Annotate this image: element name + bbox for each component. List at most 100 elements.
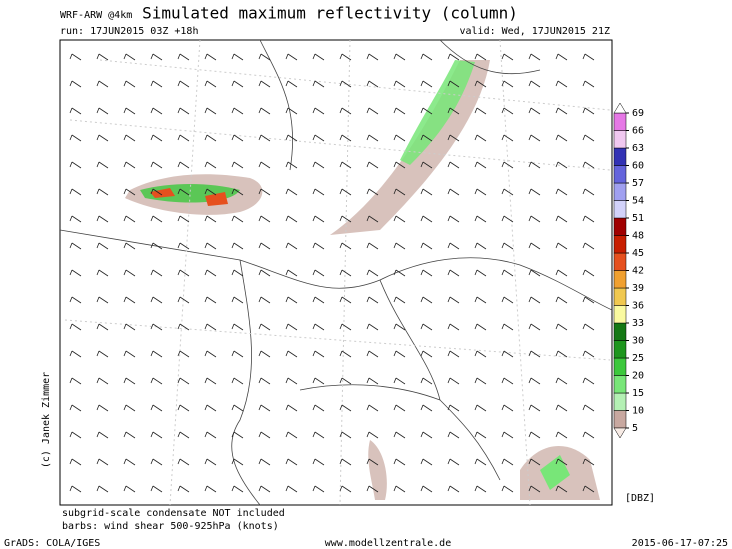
wind-barb bbox=[555, 404, 568, 412]
wind-barb bbox=[231, 323, 244, 331]
wind-barb bbox=[420, 188, 433, 196]
colorbar-segment bbox=[613, 305, 627, 324]
wind-barb bbox=[204, 485, 217, 493]
wind-barb bbox=[150, 80, 163, 88]
wind-barb bbox=[150, 215, 163, 223]
wind-barb bbox=[447, 134, 460, 142]
wind-barb bbox=[96, 80, 109, 88]
wind-barb bbox=[501, 134, 514, 142]
wind-barb bbox=[501, 53, 514, 61]
wind-barb bbox=[231, 134, 244, 142]
wind-barb bbox=[312, 242, 325, 250]
wind-barb bbox=[555, 107, 568, 115]
wind-barb bbox=[285, 242, 298, 250]
wind-barb bbox=[96, 242, 109, 250]
wind-barb bbox=[96, 188, 109, 196]
wind-barb bbox=[150, 350, 163, 358]
wind-barb bbox=[420, 296, 433, 304]
colorbar-segment bbox=[613, 235, 627, 254]
wind-barb bbox=[528, 80, 541, 88]
colorbar-segment bbox=[613, 112, 627, 131]
wind-barb bbox=[231, 377, 244, 385]
wind-barb bbox=[393, 323, 406, 331]
wind-barb bbox=[501, 215, 514, 223]
wind-barb bbox=[393, 80, 406, 88]
wind-barb bbox=[393, 269, 406, 277]
wind-barb bbox=[204, 188, 217, 196]
wind-barb bbox=[420, 242, 433, 250]
wind-barb bbox=[339, 458, 352, 466]
wind-barb bbox=[474, 269, 487, 277]
wind-barb bbox=[366, 323, 379, 331]
colorbar-segment bbox=[613, 287, 627, 306]
wind-barb bbox=[258, 377, 271, 385]
colorbar-label: 25 bbox=[632, 353, 644, 364]
wind-barb bbox=[528, 107, 541, 115]
wind-barb bbox=[69, 377, 82, 385]
wind-barb bbox=[150, 431, 163, 439]
wind-barb bbox=[555, 242, 568, 250]
wind-barb bbox=[312, 404, 325, 412]
wind-barb bbox=[150, 458, 163, 466]
wind-barb bbox=[420, 458, 433, 466]
wind-barb bbox=[555, 134, 568, 142]
wind-barb bbox=[258, 188, 271, 196]
wind-barb bbox=[123, 296, 136, 304]
wind-barb bbox=[285, 215, 298, 223]
wind-barb bbox=[96, 296, 109, 304]
wind-barb bbox=[528, 458, 541, 466]
wind-barb bbox=[393, 188, 406, 196]
note: subgrid-scale condensate NOT included bbox=[62, 508, 285, 519]
wind-barb bbox=[528, 485, 541, 493]
wind-barb bbox=[285, 161, 298, 169]
wind-barb bbox=[312, 107, 325, 115]
wind-barb bbox=[366, 431, 379, 439]
wind-barb bbox=[312, 350, 325, 358]
wind-barb bbox=[393, 161, 406, 169]
wind-barb bbox=[474, 404, 487, 412]
wind-barb bbox=[474, 350, 487, 358]
wind-barb bbox=[582, 431, 595, 439]
colorbar-segment bbox=[613, 357, 627, 376]
wind-barb bbox=[69, 107, 82, 115]
wind-barb bbox=[69, 323, 82, 331]
wind-barb bbox=[366, 188, 379, 196]
colorbar-label: 33 bbox=[632, 318, 644, 329]
wind-barb bbox=[69, 134, 82, 142]
wind-barb bbox=[231, 107, 244, 115]
wind-barb bbox=[474, 242, 487, 250]
wind-barb bbox=[177, 161, 190, 169]
wind-barb bbox=[231, 269, 244, 277]
wind-barb bbox=[69, 458, 82, 466]
wind-barb bbox=[150, 377, 163, 385]
wind-barb bbox=[177, 53, 190, 61]
colorbar-segment bbox=[613, 410, 627, 429]
wind-barb bbox=[285, 485, 298, 493]
wind-barb bbox=[447, 323, 460, 331]
wind-barb bbox=[393, 107, 406, 115]
wind-barb bbox=[123, 269, 136, 277]
colorbar-label: 69 bbox=[632, 108, 644, 119]
wind-barb bbox=[582, 134, 595, 142]
wind-barb bbox=[96, 215, 109, 223]
wind-barb bbox=[258, 431, 271, 439]
wind-barb bbox=[501, 404, 514, 412]
wind-barb bbox=[528, 134, 541, 142]
wind-barb bbox=[69, 431, 82, 439]
wind-barb bbox=[582, 80, 595, 88]
wind-barb bbox=[69, 161, 82, 169]
graticule bbox=[64, 39, 611, 506]
wind-barb bbox=[285, 350, 298, 358]
wind-barb bbox=[150, 107, 163, 115]
wind-barb bbox=[204, 134, 217, 142]
valid-label: valid: Wed, 17JUN2015 21Z bbox=[459, 26, 610, 37]
wind-barb bbox=[285, 323, 298, 331]
wind-barb bbox=[150, 161, 163, 169]
wind-barb bbox=[582, 296, 595, 304]
wind-barb bbox=[393, 53, 406, 61]
wind-barb bbox=[312, 296, 325, 304]
credit: (c) Janek Zimmer bbox=[41, 372, 52, 468]
wind-barb bbox=[366, 242, 379, 250]
wind-barb bbox=[231, 242, 244, 250]
